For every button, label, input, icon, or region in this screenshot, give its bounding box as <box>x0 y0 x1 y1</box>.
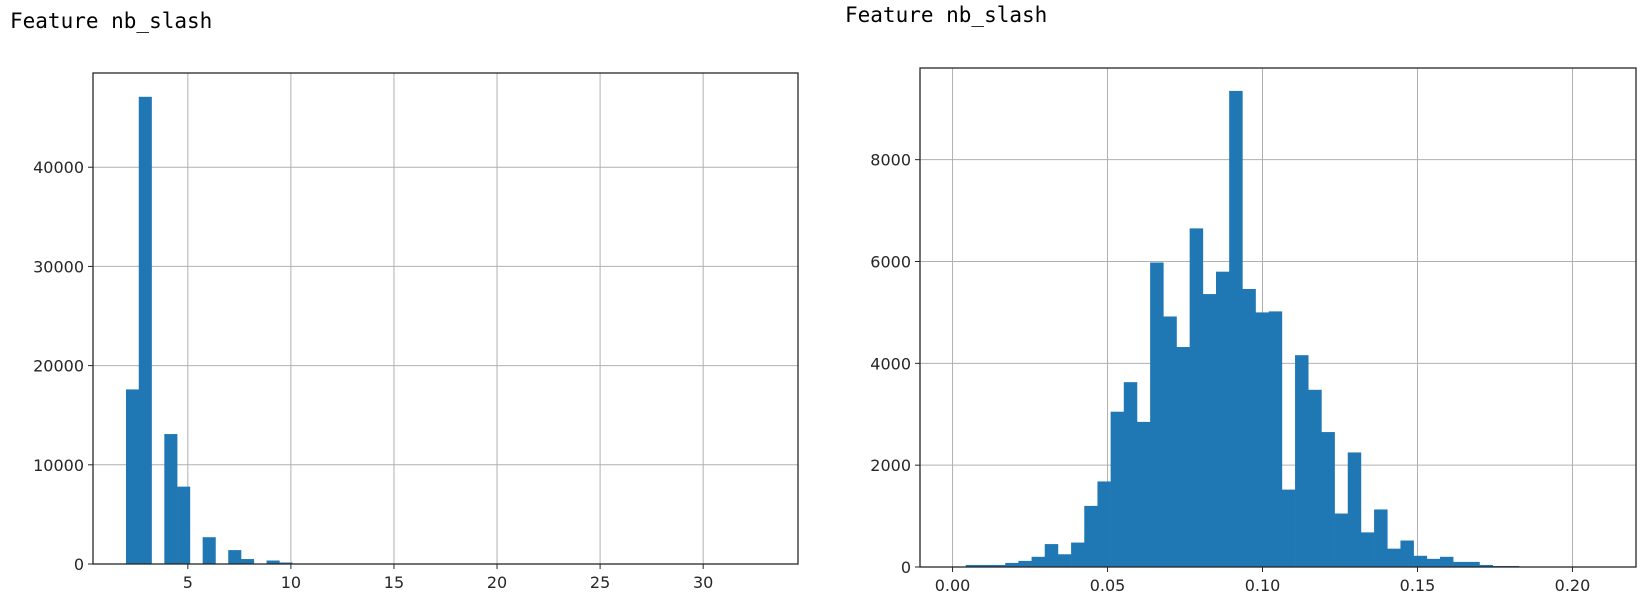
histogram-bar <box>1163 316 1177 567</box>
y-tick-label: 8000 <box>870 151 911 170</box>
y-tick-label: 6000 <box>870 252 911 271</box>
histogram-bar <box>1242 288 1256 567</box>
histogram-bar <box>279 562 293 564</box>
histogram-bar <box>1136 421 1151 567</box>
histogram-bar <box>1295 355 1309 567</box>
histogram-bar <box>228 550 242 564</box>
chart-title-left: Feature nb_slash <box>10 9 213 33</box>
histogram-bar <box>1071 542 1085 567</box>
y-tick-label: 2000 <box>870 456 911 475</box>
x-tick-label: 0.10 <box>1245 576 1281 595</box>
histogram-bar <box>1347 452 1362 567</box>
histogram-bar <box>241 559 255 564</box>
y-tick-label: 20000 <box>33 357 84 376</box>
histogram-bar <box>1229 90 1243 567</box>
x-tick-label: 25 <box>590 573 610 592</box>
histogram-bar <box>1097 481 1111 567</box>
x-tick-label: 0.00 <box>935 576 971 595</box>
histogram-bar <box>1176 347 1190 567</box>
plot-frame <box>919 67 1637 568</box>
histogram-bar <box>1005 562 1019 567</box>
y-tick-label: 10000 <box>33 456 84 475</box>
histogram-bar <box>1110 411 1125 567</box>
histogram-bar <box>1360 532 1375 567</box>
x-tick-label: 20 <box>487 573 507 592</box>
histogram-bar <box>1123 382 1138 567</box>
histogram-bar <box>1479 564 1493 567</box>
histogram-bar <box>138 96 152 564</box>
histogram-bar <box>1044 544 1059 567</box>
histogram-bar <box>202 537 216 564</box>
histogram-bar <box>1057 554 1072 567</box>
histogram-bar <box>1268 311 1283 567</box>
histogram-bar <box>1387 548 1401 567</box>
histogram-bar <box>1334 513 1349 567</box>
histogram-bar <box>965 564 980 567</box>
x-tick-label: 0.15 <box>1400 576 1436 595</box>
x-tick-label: 0.05 <box>1090 576 1126 595</box>
histogram-bar <box>1321 432 1335 567</box>
histogram-bar <box>1202 294 1217 567</box>
histogram-bar <box>125 389 140 564</box>
x-tick-label: 0.20 <box>1555 576 1591 595</box>
histogram-bar <box>266 560 280 564</box>
histogram-bar <box>1084 505 1098 567</box>
x-tick-label: 5 <box>183 573 193 592</box>
histogram-bar <box>164 434 178 564</box>
histogram-bar <box>1031 556 1046 567</box>
x-tick-label: 15 <box>384 573 404 592</box>
histogram-bar <box>1466 561 1480 567</box>
plot-frame <box>92 72 799 565</box>
chart-title-right: Feature nb_slash <box>845 3 1048 27</box>
histogram-bar <box>1453 561 1467 567</box>
y-tick-label: 4000 <box>870 354 911 373</box>
histogram-bar <box>1018 560 1032 567</box>
histogram-bar <box>978 564 993 567</box>
y-tick-label: 40000 <box>33 158 84 177</box>
histogram-bar <box>1189 228 1204 567</box>
histogram-bar <box>177 486 191 564</box>
histogram-bar <box>992 564 1006 567</box>
histogram-bar <box>1439 556 1454 567</box>
x-tick-label: 10 <box>281 573 301 592</box>
histogram-bar <box>1308 389 1322 567</box>
histogram-bar <box>1413 555 1428 567</box>
y-tick-label: 0 <box>901 558 911 577</box>
y-tick-label: 0 <box>74 555 84 574</box>
histogram-bar <box>1255 312 1270 567</box>
histogram-bar <box>1400 540 1414 567</box>
histogram-bar <box>1281 489 1296 567</box>
y-tick-label: 30000 <box>33 257 84 276</box>
histogram-bar <box>1150 262 1164 567</box>
histogram-bar <box>1374 509 1388 567</box>
histogram-bar <box>1216 271 1230 567</box>
x-tick-label: 30 <box>693 573 713 592</box>
histogram-bar <box>1426 558 1441 567</box>
